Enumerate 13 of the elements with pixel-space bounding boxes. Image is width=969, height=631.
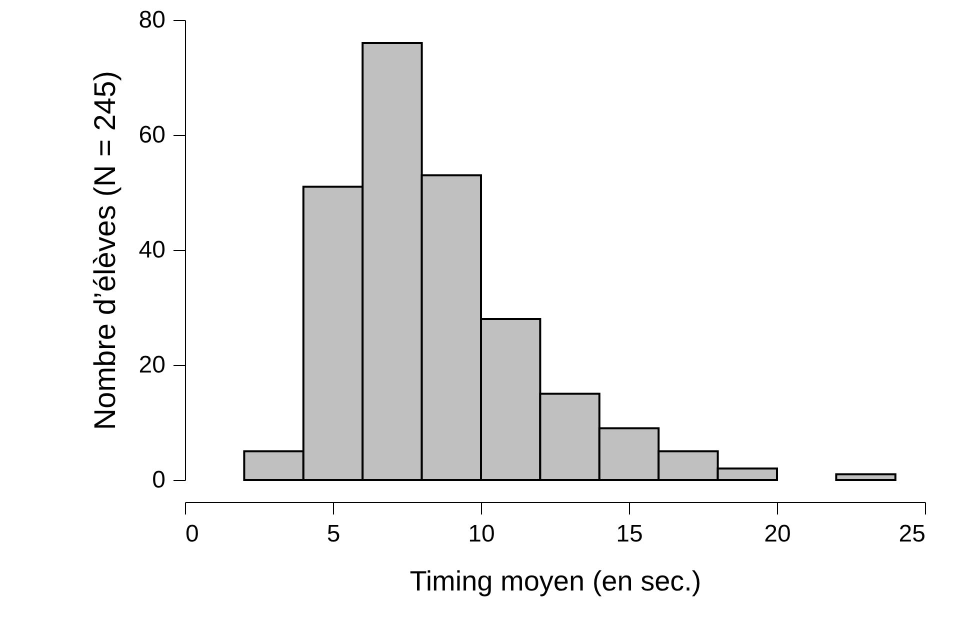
- x-tick-label: 15: [616, 520, 643, 548]
- x-tick-label: 0: [186, 520, 199, 548]
- x-tick-label: 25: [898, 520, 926, 548]
- x-tick-label: 10: [468, 520, 495, 548]
- y-tick-label: 40: [138, 236, 166, 264]
- x-tick-label: 5: [326, 520, 340, 548]
- y-tick-label: 80: [138, 6, 166, 34]
- y-tick-label: 20: [138, 352, 166, 378]
- y-tick-label: 0: [152, 466, 166, 494]
- x-tick-label: 20: [764, 520, 791, 548]
- y-axis-title: Nombre d’élèves (N = 245): [88, 70, 122, 430]
- y-tick-label: 60: [138, 122, 166, 148]
- x-axis-title: Timing moyen (en sec.): [410, 566, 702, 596]
